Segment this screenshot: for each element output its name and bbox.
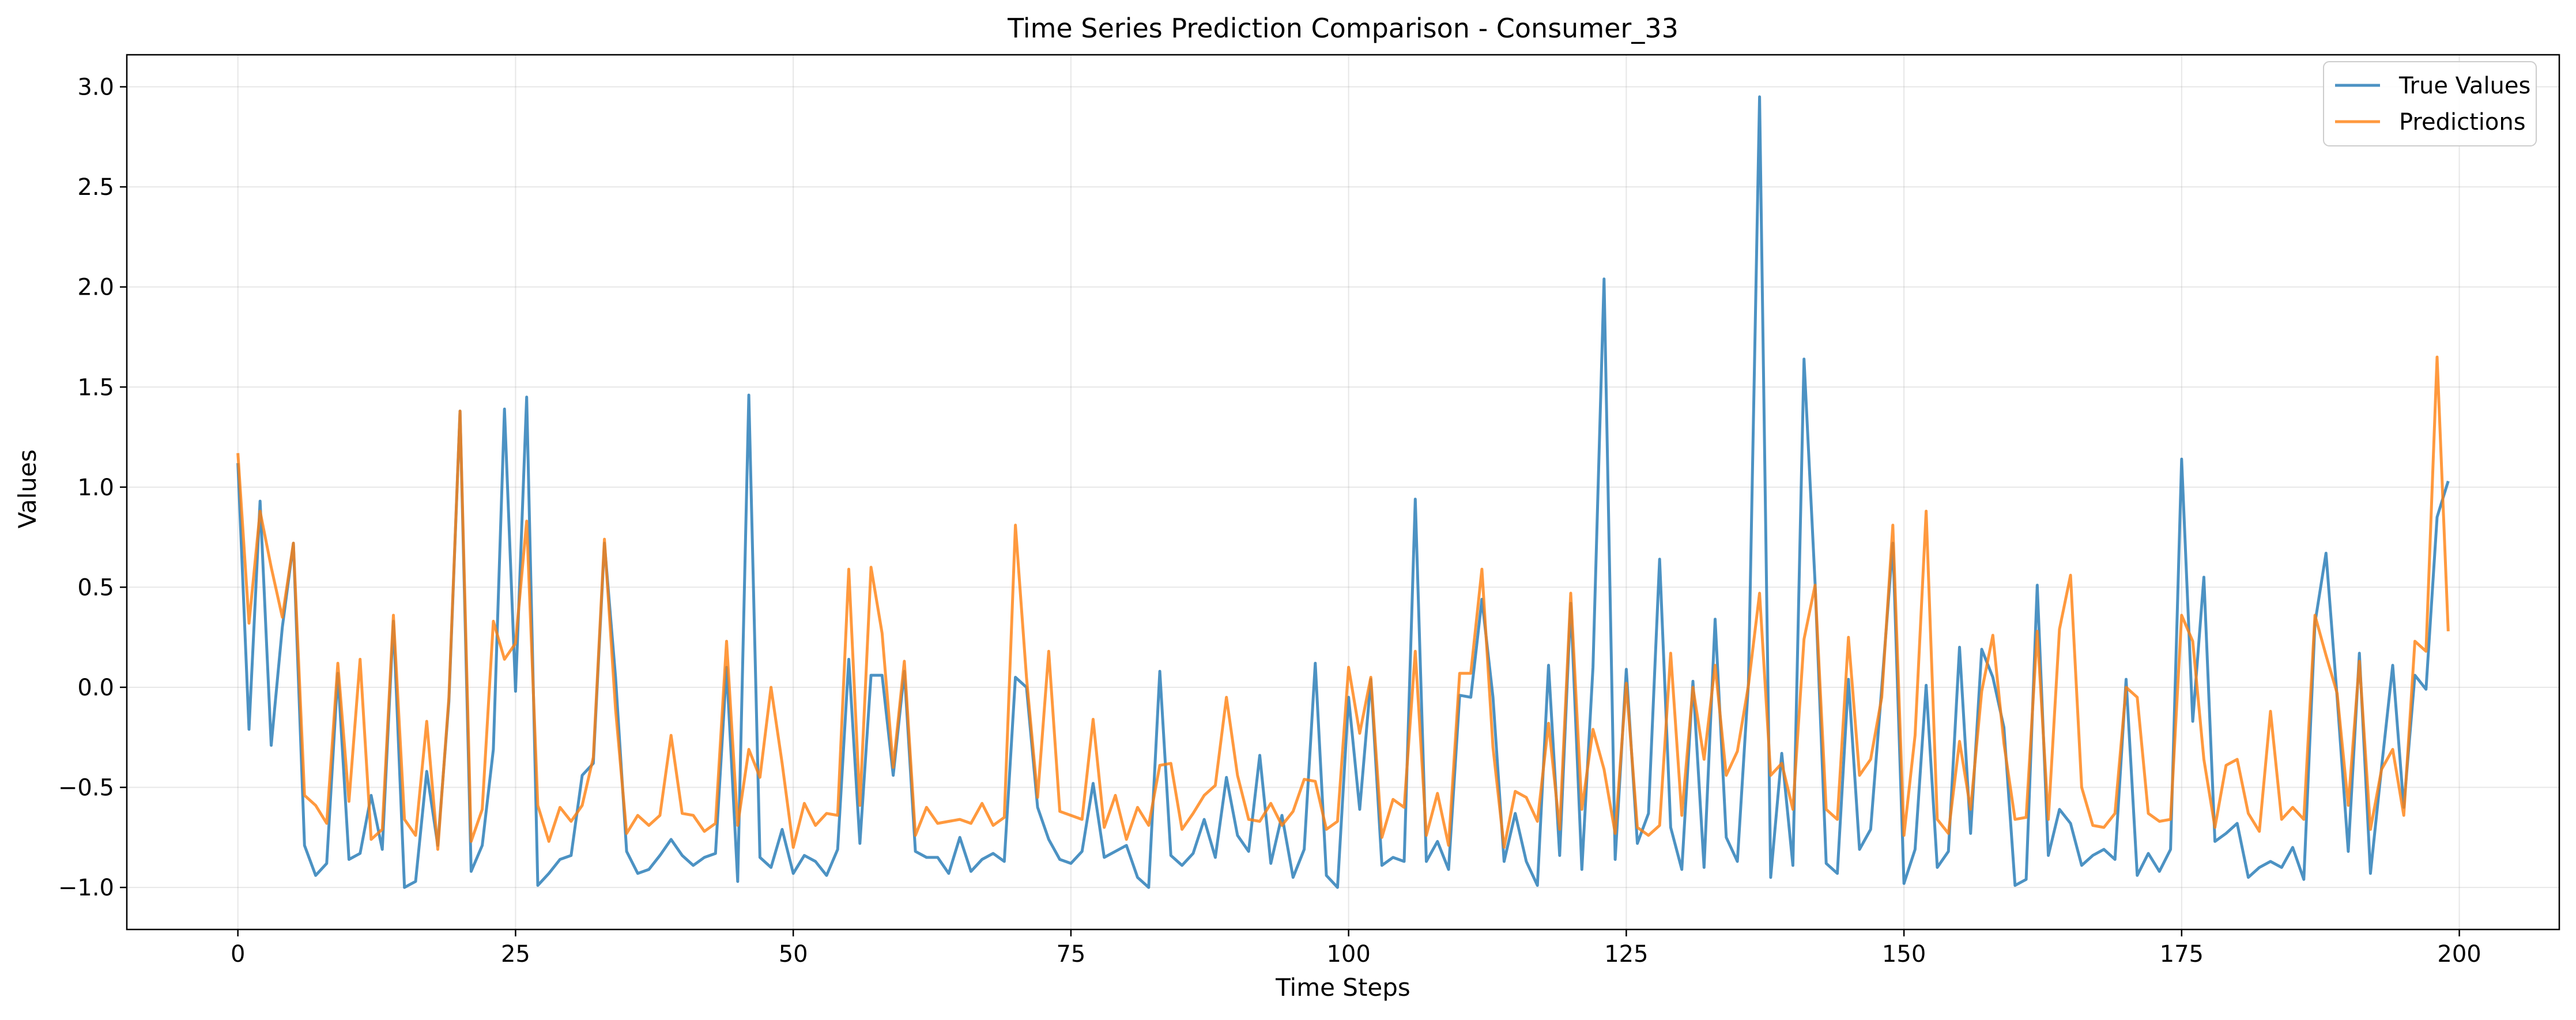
legend-label-predictions: Predictions xyxy=(2399,109,2526,136)
y-tick-label: −0.5 xyxy=(58,775,114,801)
y-tick-label: 2.0 xyxy=(77,274,114,301)
y-tick-label: 0.5 xyxy=(77,574,114,601)
legend-box xyxy=(2323,61,2537,146)
y-tick-label: 0.0 xyxy=(77,675,114,701)
x-tick-label: 125 xyxy=(1604,941,1648,968)
x-tick-label: 75 xyxy=(1056,941,1085,968)
x-tick-label: 150 xyxy=(1882,941,1926,968)
x-tick-label: 175 xyxy=(2160,941,2204,968)
series-lines xyxy=(236,95,2450,889)
plot-frame xyxy=(126,54,2560,931)
x-tick-label: 25 xyxy=(501,941,530,968)
y-axis-label: Values xyxy=(13,449,42,528)
x-axis-label: Time Steps xyxy=(1275,973,1410,1002)
x-tick-label: 200 xyxy=(2437,941,2481,968)
series-line-predictions xyxy=(236,355,2450,851)
y-tick-label: 3.0 xyxy=(77,74,114,101)
legend-label-true-values: True Values xyxy=(2398,73,2530,99)
x-tick-label: 0 xyxy=(231,941,245,968)
chart-title: Time Series Prediction Comparison - Cons… xyxy=(1007,13,1679,44)
y-tick-label: −1.0 xyxy=(58,875,114,901)
axis-ticks: 0 25 50 75 100 125 150 175 200 −1.0 −0.5 0.0 0.5 1.0 1… xyxy=(58,74,2481,968)
y-tick-label: 2.5 xyxy=(77,174,114,201)
y-tick-label: 1.0 xyxy=(77,475,114,501)
x-tick-label: 50 xyxy=(779,941,808,968)
y-tick-label: 1.5 xyxy=(77,374,114,401)
x-tick-label: 100 xyxy=(1326,941,1370,968)
legend: True Values Predictions xyxy=(2323,61,2537,146)
